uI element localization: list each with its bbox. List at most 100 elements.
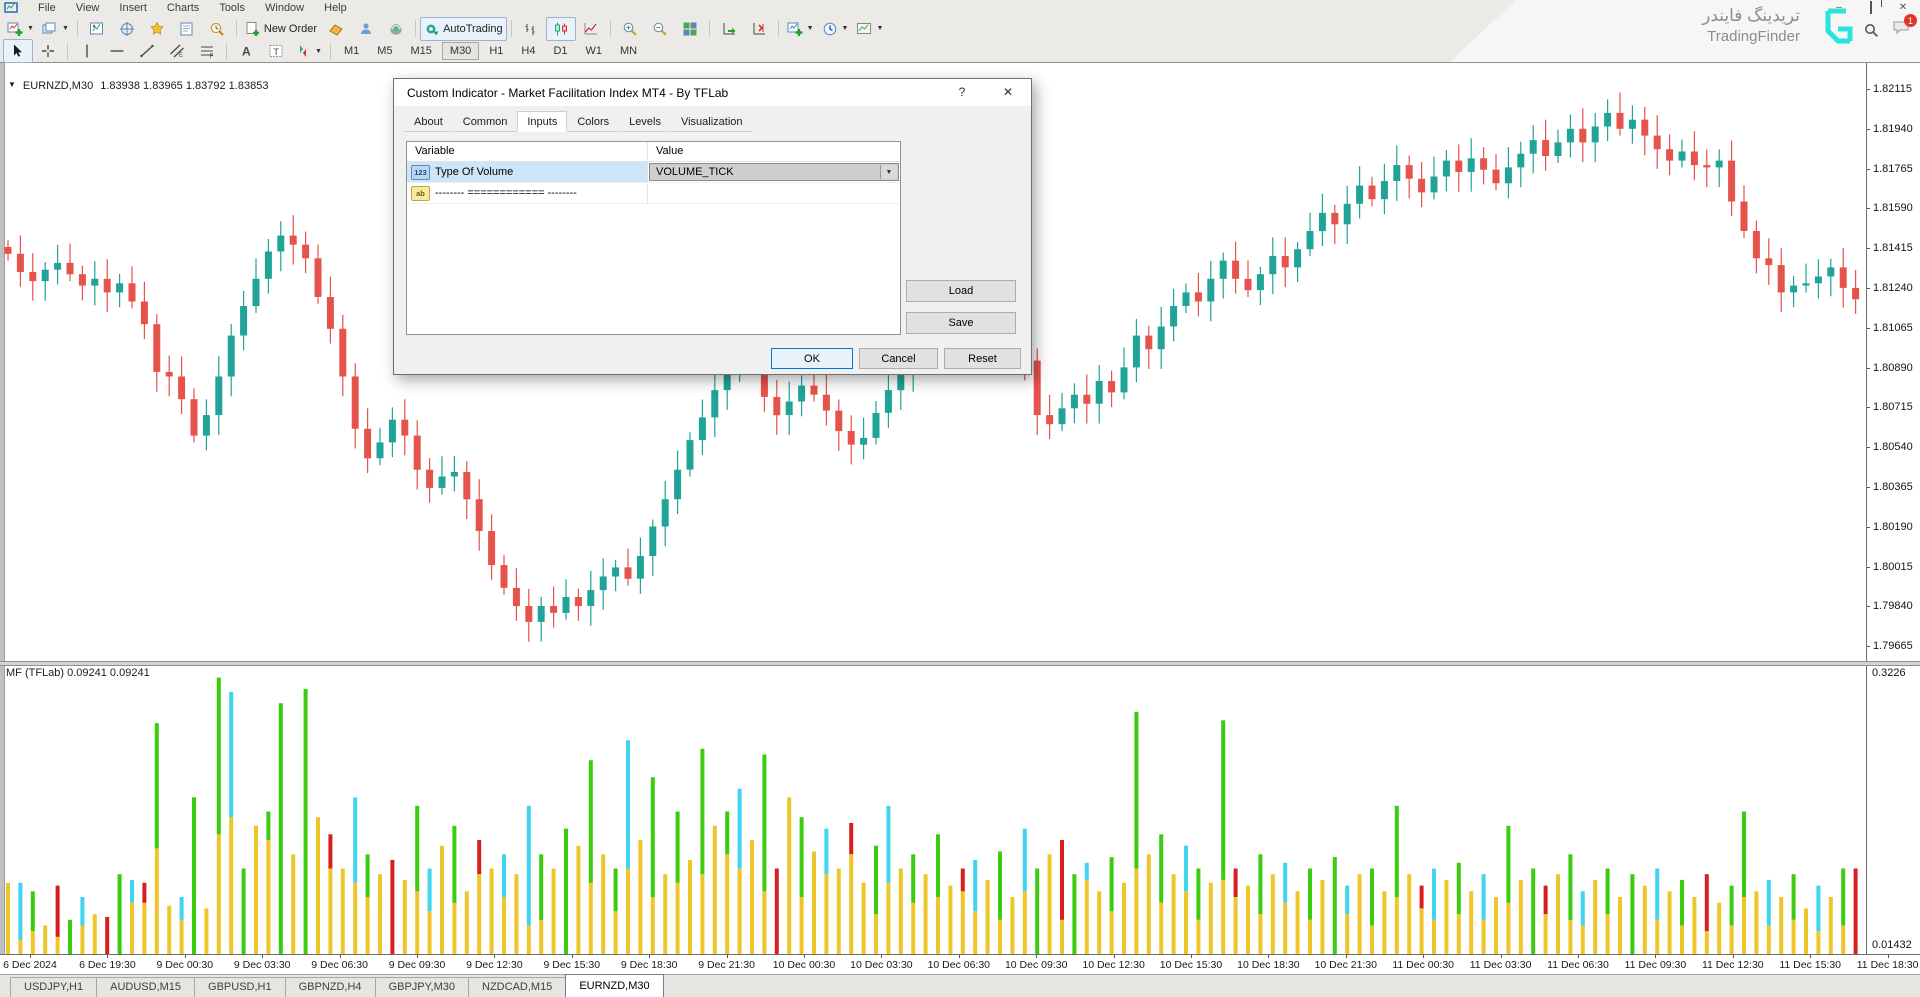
chart-tab-eurnzd-m30[interactable]: EURNZD,M30	[565, 974, 664, 997]
ok-button[interactable]: OK	[771, 348, 853, 369]
chevron-down-icon[interactable]: ▼	[880, 165, 897, 179]
mfi-indicator-area[interactable]	[0, 664, 1866, 954]
dialog-tab-inputs[interactable]: Inputs	[517, 111, 568, 132]
autotrading-button[interactable]: AutoTrading	[420, 16, 507, 41]
trendline-button[interactable]	[132, 39, 162, 63]
timeframe-m1-button[interactable]: M1	[343, 45, 360, 57]
dialog-tab-about[interactable]: About	[404, 112, 453, 132]
timeframe-w1-button[interactable]: W1	[585, 45, 603, 57]
dialog-tab-levels[interactable]: Levels	[619, 112, 671, 132]
timeframe-m5-button[interactable]: M5	[377, 45, 393, 57]
time-tick	[1345, 955, 1347, 958]
strategy-tester-button[interactable]	[202, 17, 232, 41]
crosshair-button[interactable]	[33, 39, 63, 63]
time-tick	[1036, 955, 1038, 958]
periods-button[interactable]: ▼	[818, 17, 853, 41]
inputs-table-row[interactable]: 123 Type Of Volume VOLUME_TICK ▼	[407, 162, 900, 183]
timeframe-m30-button[interactable]: M30	[441, 42, 480, 60]
new-chart-button[interactable]: ▼	[3, 17, 38, 41]
close-button[interactable]: ✕	[1898, 2, 1908, 13]
timeframe-h1-button[interactable]: H1	[489, 45, 504, 57]
panel-splitter[interactable]	[0, 661, 1920, 666]
strategy-tester-icon	[209, 21, 225, 37]
chevron-down-icon[interactable]: ▼	[806, 25, 814, 32]
data-window-button[interactable]	[112, 17, 142, 41]
tile-windows-button[interactable]	[675, 17, 705, 41]
menu-help[interactable]: Help	[324, 1, 347, 14]
chevron-down-icon[interactable]: ▼	[61, 25, 69, 32]
text-button[interactable]: A	[231, 39, 261, 63]
svg-text:T: T	[273, 47, 279, 58]
menu-window[interactable]: Window	[265, 1, 305, 14]
dialog-help-button[interactable]: ?	[958, 85, 966, 99]
quick-trade-arrow-icon[interactable]: ▼	[8, 80, 16, 89]
chart-tab-audusd-m15[interactable]: AUDUSD,M15	[96, 977, 196, 997]
terminal-button[interactable]	[172, 17, 202, 41]
menu-insert[interactable]: Insert	[119, 1, 147, 14]
templates-button[interactable]: ▼	[852, 17, 887, 41]
menu-view[interactable]: View	[75, 1, 100, 14]
menu-file[interactable]: File	[38, 1, 56, 14]
search-icon[interactable]	[1864, 23, 1879, 38]
cursor-button[interactable]	[3, 39, 33, 63]
menu-charts[interactable]: Charts	[166, 1, 200, 14]
line-chart-button[interactable]	[576, 17, 606, 41]
save-button[interactable]: Save	[906, 312, 1016, 334]
bar-chart-button[interactable]	[516, 17, 546, 41]
chart-tab-gbpusd-h1[interactable]: GBPUSD,H1	[194, 977, 286, 997]
price-tick	[1866, 487, 1870, 488]
text-label-button[interactable]: T	[261, 39, 291, 63]
chevron-down-icon[interactable]: ▼	[841, 25, 849, 32]
dialog-tab-visualization[interactable]: Visualization	[670, 112, 753, 132]
arrows-button[interactable]: ▼	[291, 39, 326, 63]
metaeditor-button[interactable]	[321, 17, 351, 41]
chart-tab-nzdcad-m15[interactable]: NZDCAD,M15	[468, 977, 567, 997]
inputs-table-row[interactable]: ab -------- ============ --------	[407, 183, 900, 204]
chart-shift-button[interactable]	[744, 17, 774, 41]
profiles-button[interactable]: ▼	[38, 17, 73, 41]
chevron-down-icon[interactable]: ▼	[876, 25, 884, 32]
timeframe-h4-button[interactable]: H4	[521, 45, 536, 57]
timeframe-d1-button[interactable]: D1	[553, 45, 568, 57]
horizontal-line-button[interactable]	[102, 39, 132, 63]
chart-tab-bar: USDJPY,H1 AUDUSD,M15 GBPUSD,H1 GBPNZD,H4 GBP…	[0, 974, 1920, 997]
equidistant-channel-button[interactable]: E	[162, 39, 192, 63]
market-watch-button[interactable]	[82, 17, 112, 41]
chart-tab-usdjpy-h1[interactable]: USDJPY,H1	[10, 977, 98, 997]
time-axis[interactable]: 6 Dec 2024 6 Dec 19:30 9 Dec 00:30 9 Dec 03…	[0, 954, 1920, 974]
new-order-button[interactable]: New Order	[241, 17, 321, 41]
chart-tab-gbpjpy-m30[interactable]: GBPJPY,M30	[374, 977, 470, 997]
fibonacci-button[interactable]: F	[192, 39, 222, 63]
dialog-tab-common[interactable]: Common	[452, 112, 518, 132]
value-dropdown[interactable]: VOLUME_TICK ▼	[649, 163, 899, 181]
community-button[interactable]	[351, 17, 381, 41]
chevron-down-icon[interactable]: ▼	[315, 47, 322, 55]
indicators-button[interactable]: ▼	[783, 17, 818, 41]
signals-button[interactable]	[381, 17, 411, 41]
dialog-close-button[interactable]: ✕	[1002, 85, 1014, 99]
candlestick-chart-button[interactable]	[545, 16, 576, 41]
zoom-out-button[interactable]	[645, 17, 675, 41]
navigator-button[interactable]	[142, 17, 172, 41]
auto-scroll-button[interactable]	[714, 17, 744, 41]
price-axis-label: 1.81415	[1873, 242, 1913, 255]
load-button[interactable]: Load	[906, 280, 1016, 302]
chat-icon[interactable]: 1	[1893, 14, 1917, 40]
zoom-out-icon	[652, 21, 668, 37]
restore-button[interactable]	[1864, 1, 1878, 14]
cancel-button[interactable]: Cancel	[859, 348, 938, 369]
price-tick	[1866, 89, 1870, 90]
menu-tools[interactable]: Tools	[219, 1, 245, 14]
timeframe-m15-button[interactable]: M15	[410, 45, 432, 57]
variable-name: Type Of Volume	[435, 166, 514, 178]
time-tick	[1810, 955, 1812, 958]
minimize-button[interactable]: –	[1836, 2, 1842, 13]
reset-button[interactable]: Reset	[944, 348, 1021, 369]
price-tick	[1866, 208, 1870, 210]
vertical-line-button[interactable]	[72, 39, 102, 63]
zoom-in-button[interactable]	[615, 17, 645, 41]
dialog-tab-colors[interactable]: Colors	[567, 112, 620, 132]
chart-tab-gbpnzd-h4[interactable]: GBPNZD,H4	[284, 977, 376, 997]
chevron-down-icon[interactable]: ▼	[27, 25, 34, 32]
timeframe-mn-button[interactable]: MN	[620, 45, 638, 57]
